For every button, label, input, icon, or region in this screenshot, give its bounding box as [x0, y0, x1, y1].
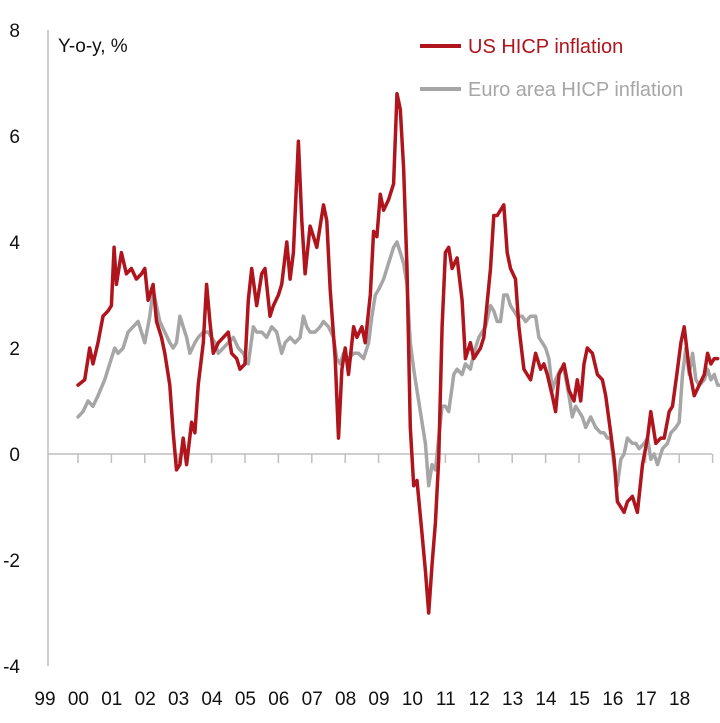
x-tick-label: 07	[302, 689, 323, 710]
y-tick-label: 2	[9, 339, 20, 360]
y-tick-label: 8	[9, 21, 20, 42]
y-tick-label: -4	[3, 657, 20, 678]
x-tick-label: 10	[402, 689, 423, 710]
x-tick-label: 15	[569, 689, 590, 710]
unit-label: Y-o-y, %	[58, 36, 128, 57]
x-tick-labels: 99 00 01 02 03 04 05 06 07 08 09 10 11 12 13 14 15 16 17 18	[34, 454, 714, 710]
y-tick-label: 0	[9, 445, 20, 466]
x-tick-label: 06	[268, 689, 289, 710]
x-tick-label: 00	[68, 689, 89, 710]
y-tick-label: -2	[3, 551, 20, 572]
x-tick-label: 04	[201, 689, 223, 710]
legend-item-us: US HICP inflation	[420, 36, 623, 58]
x-tick-label: 05	[235, 689, 256, 710]
x-tick-label: 13	[502, 689, 523, 710]
y-tick-label: 4	[9, 233, 20, 254]
legend-label-euro: Euro area HICP inflation	[468, 79, 683, 101]
x-tick-label: 11	[436, 689, 456, 710]
y-tick-labels: -4 -2 0 2 4 6 8	[3, 21, 20, 678]
series-line-euro-hicp	[76, 240, 720, 488]
x-tick-label: 17	[636, 689, 657, 710]
x-tick-label: 03	[168, 689, 189, 710]
x-tick-label: 08	[335, 689, 356, 710]
x-tick-label: 12	[469, 689, 490, 710]
x-tick-label: 99	[34, 689, 55, 710]
y-tick-label: 6	[9, 127, 20, 148]
x-tick-label: 16	[602, 689, 623, 710]
x-tick-label: 02	[135, 689, 156, 710]
legend-label-us: US HICP inflation	[468, 36, 623, 58]
series-layer	[76, 91, 720, 615]
x-tick-label: 01	[101, 689, 122, 710]
x-tick-label: 09	[368, 689, 389, 710]
x-tick-label: 18	[669, 689, 690, 710]
legend-item-euro: Euro area HICP inflation	[420, 79, 683, 101]
x-tick-label: 14	[535, 689, 557, 710]
series-line-us-hicp	[76, 91, 720, 615]
legend: US HICP inflation Euro area HICP inflati…	[420, 36, 683, 101]
